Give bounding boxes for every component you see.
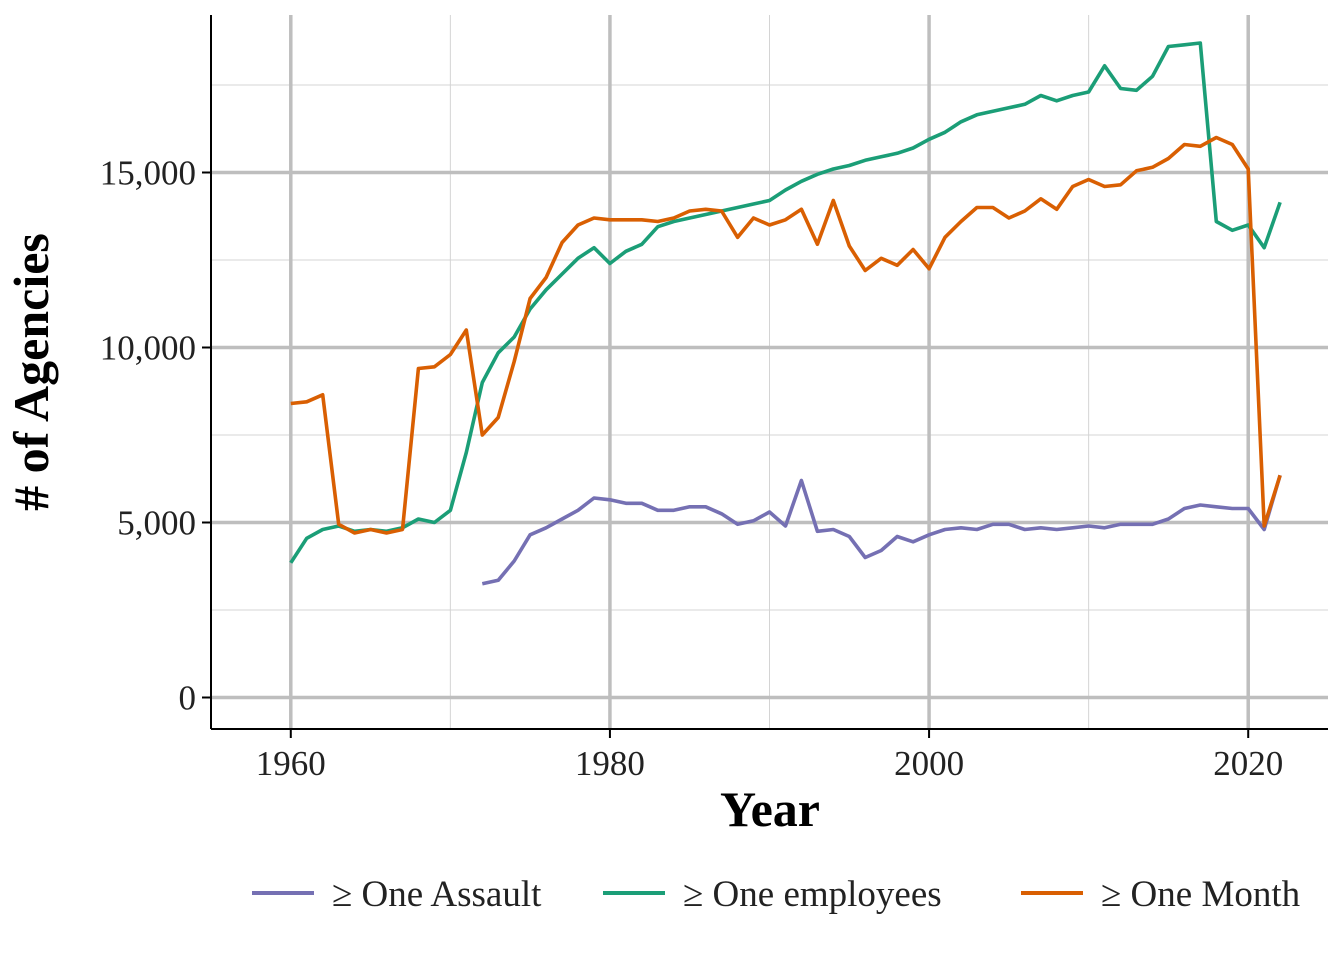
minor-gridlines	[211, 15, 1328, 729]
x-tick-label: 1980	[575, 744, 645, 783]
axis-ticks: 1960 1980 2000 2020 0 5,000 10,000 15,000	[100, 154, 1283, 784]
x-tick-label: 1960	[256, 744, 326, 783]
y-axis-title: # of Agencies	[3, 233, 59, 511]
series-line	[290, 135, 1282, 535]
y-tick-label: 10,000	[100, 329, 196, 368]
series-line	[481, 474, 1282, 586]
x-tick-label: 2020	[1213, 744, 1283, 783]
legend: ≥ One Assault ≥ One employees ≥ One Month	[252, 874, 1301, 915]
legend-label: ≥ One Assault	[332, 874, 542, 915]
x-tick-label: 2000	[894, 744, 964, 783]
series-line	[289, 41, 1282, 564]
y-tick-label: 5,000	[117, 504, 196, 543]
legend-label: ≥ One employees	[683, 874, 942, 915]
y-tick-label: 0	[179, 679, 197, 718]
legend-label: ≥ One Month	[1101, 874, 1301, 915]
series-lines	[289, 41, 1282, 586]
x-axis-title: Year	[720, 781, 820, 837]
y-tick-label: 15,000	[100, 154, 196, 193]
